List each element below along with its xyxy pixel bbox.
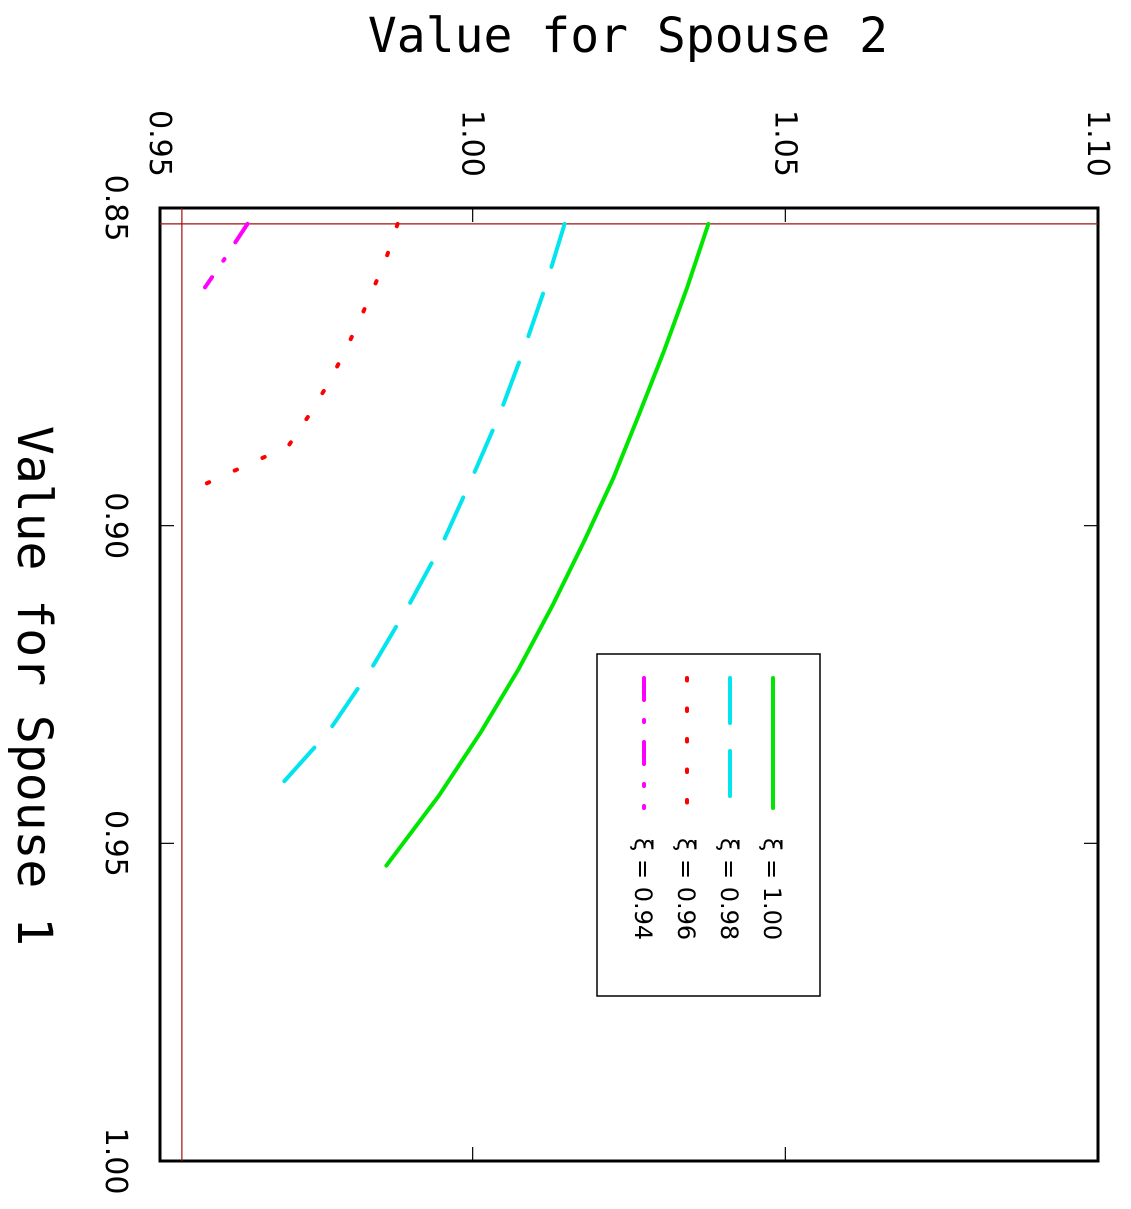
y-axis-title: Value for Spouse 2 — [368, 8, 888, 64]
legend-box — [596, 653, 821, 997]
series-line-0-94 — [203, 221, 250, 290]
y-tick-label: 1.10 — [1080, 110, 1115, 177]
y-tick-label: 1.05 — [767, 110, 802, 177]
series-line-0-96 — [202, 221, 400, 487]
axis-ticks: 0.85 0.90 0.95 1.00 0.95 1.00 1.05 1.10 — [98, 110, 1115, 1194]
y-tick-label: 1.00 — [455, 110, 490, 177]
legend-label-0-98: ξ = 0.98 — [715, 838, 743, 940]
plot-frame — [158, 206, 1100, 1163]
x-axis-title: Value for Spouse 1 — [6, 426, 62, 946]
x-tick-label: 0.95 — [98, 810, 133, 877]
x-tick-label: 0.85 — [98, 175, 133, 242]
y-tick-label: 0.95 — [142, 110, 177, 177]
legend-label-1-00: ξ = 1.00 — [758, 838, 786, 940]
x-tick-label: 1.00 — [98, 1128, 133, 1195]
x-tick-label: 0.90 — [98, 492, 133, 559]
series-line-0-98 — [269, 221, 567, 798]
data-series — [202, 221, 711, 868]
legend: ξ = 1.00 ξ = 0.98 ξ = 0.96 ξ = 0.94 — [596, 653, 821, 997]
series-line-1-00 — [384, 221, 711, 868]
legend-label-0-96: ξ = 0.96 — [672, 838, 700, 940]
reference-lines — [160, 208, 1098, 1161]
legend-label-0-94: ξ = 0.94 — [629, 838, 657, 940]
